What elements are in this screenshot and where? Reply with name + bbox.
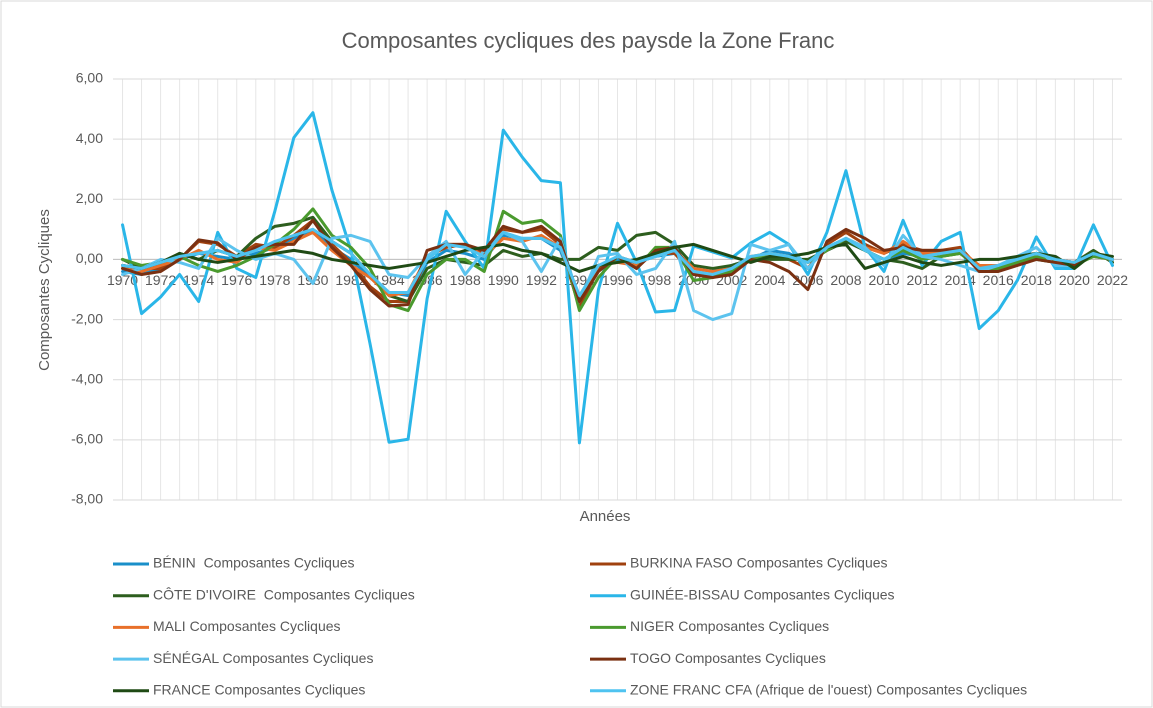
legend-label: ZONE FRANC CFA (Afrique de l'ouest) Comp… — [630, 682, 1027, 698]
series-line — [121, 230, 1114, 322]
series-line — [121, 242, 1114, 273]
legend-label: FRANCE Composantes Cycliques — [153, 682, 365, 698]
y-axis-title: Composantes Cycliques — [36, 209, 53, 371]
x-tick-label: 2010 — [868, 272, 899, 288]
x-tick-label: 2020 — [1059, 272, 1090, 288]
x-tick-label: 2018 — [1021, 272, 1052, 288]
y-tick-label: 6,00 — [76, 70, 103, 86]
y-tick-label: -6,00 — [71, 431, 103, 447]
legend-label: CÔTE D'IVOIRE Composantes Cycliques — [153, 586, 415, 602]
x-tick-label: 2004 — [754, 272, 785, 288]
series-line — [121, 111, 1114, 445]
chart-title: Composantes cycliques des paysde la Zone… — [342, 28, 835, 53]
x-tick-label: 1990 — [488, 272, 519, 288]
y-tick-label: 2,00 — [76, 190, 103, 206]
legend-label: TOGO Composantes Cycliques — [630, 650, 826, 666]
legend-label: GUINÉE-BISSAU Composantes Cycliques — [630, 586, 895, 602]
legend-label: BURKINA FASO Composantes Cycliques — [630, 555, 888, 571]
x-tick-label: 1972 — [145, 272, 176, 288]
x-tick-label: 1970 — [107, 272, 138, 288]
x-tick-label: 1976 — [221, 272, 252, 288]
y-tick-label: 0,00 — [76, 250, 103, 266]
x-tick-label: 1998 — [640, 272, 671, 288]
legend-label: BÉNIN Composantes Cycliques — [153, 555, 355, 571]
x-tick-label: 2008 — [830, 272, 861, 288]
x-axis-title: Années — [580, 508, 631, 525]
x-tick-label: 1988 — [450, 272, 481, 288]
x-tick-label: 1996 — [602, 272, 633, 288]
x-tick-label: 2022 — [1097, 272, 1128, 288]
x-tick-label: 2012 — [907, 272, 938, 288]
legend-label: MALI Composantes Cycliques — [153, 618, 341, 634]
y-tick-label: -8,00 — [71, 491, 103, 507]
legend-label: SÉNÉGAL Composantes Cycliques — [153, 650, 373, 666]
y-tick-label: -4,00 — [71, 370, 103, 386]
y-tick-label: 4,00 — [76, 130, 103, 146]
x-tick-label: 1978 — [259, 272, 290, 288]
legend-label: NIGER Composantes Cycliques — [630, 618, 829, 634]
x-tick-label: 2016 — [983, 272, 1014, 288]
y-tick-label: -2,00 — [71, 310, 103, 326]
x-tick-label: 1992 — [526, 272, 557, 288]
series-line — [121, 227, 1114, 298]
